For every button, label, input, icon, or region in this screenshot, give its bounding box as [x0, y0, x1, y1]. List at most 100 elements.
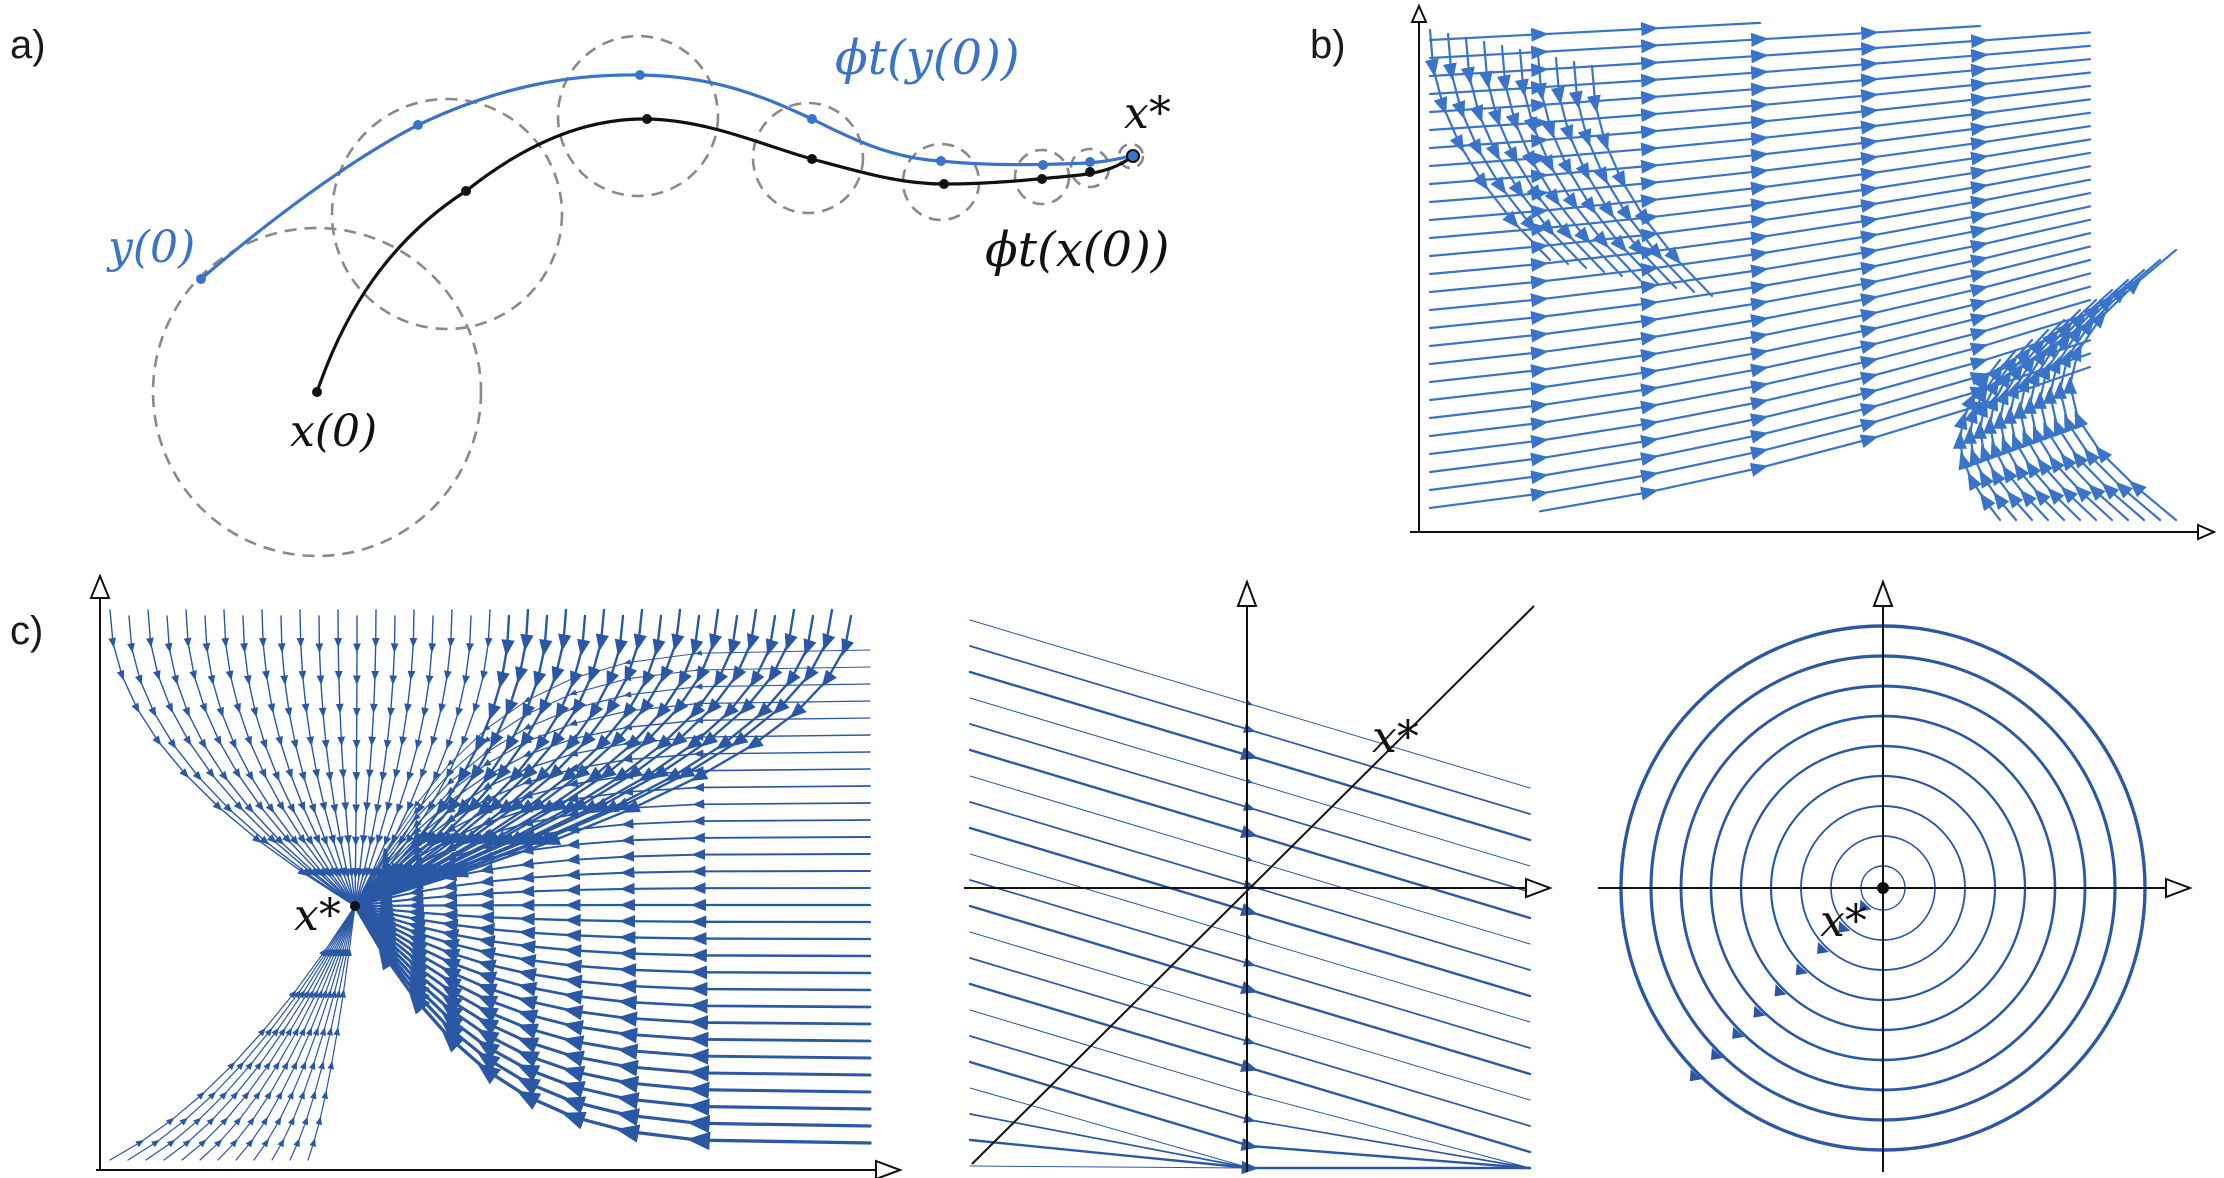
label-xstar-c-left: x*	[294, 890, 341, 941]
streamline	[109, 905, 356, 1161]
panel-c: c) x* x* x*	[10, 573, 2193, 1178]
trajectory-point	[939, 179, 949, 189]
panel-c-right-x-arrow	[2165, 877, 2193, 899]
trajectory-point	[635, 70, 645, 80]
streamline	[968, 748, 1532, 920]
streamline	[969, 801, 1531, 971]
fixed-point-line	[971, 605, 1535, 1165]
neighborhood-circle	[1117, 142, 1145, 170]
panel-b: b)	[1310, 3, 2217, 541]
orbit-arrow	[1774, 984, 1787, 997]
streamline	[968, 904, 1532, 1076]
panel-c-left-y-arrow	[89, 573, 111, 599]
orbit-arrow	[1859, 899, 1872, 912]
streamline	[163, 905, 356, 1161]
streamline	[353, 903, 872, 929]
trajectory-point	[807, 154, 817, 164]
panel-c-middle: x*	[964, 579, 1553, 1175]
panel-c-right: x*	[1598, 579, 2193, 1172]
panel-a: a)	[10, 23, 1171, 558]
trajectory-point	[807, 114, 817, 124]
streamline	[353, 608, 836, 908]
streamline	[969, 931, 1531, 1101]
streamline	[969, 1035, 1531, 1169]
panel-c-left-x-arrow	[875, 1159, 903, 1178]
orbit-arrow	[1689, 1069, 1702, 1082]
streamline	[968, 1060, 1532, 1170]
streamline	[969, 1113, 1531, 1173]
streamline	[969, 853, 1531, 1023]
fixed-point	[350, 901, 360, 911]
streamline	[968, 670, 1532, 842]
trajectory-x	[315, 117, 1134, 393]
label-x0: x(0)	[290, 406, 377, 457]
panel-b-streamlines	[1424, 21, 2178, 522]
orbit-arrow	[1710, 1048, 1723, 1061]
panel-c-left: x*	[89, 573, 903, 1178]
orbit-arrow	[1817, 941, 1830, 954]
streamline	[2062, 248, 2178, 522]
neighborhood-circle	[751, 101, 865, 215]
streamline	[353, 882, 872, 908]
neighborhood-circle	[330, 97, 564, 331]
streamline	[1428, 24, 1982, 60]
streamline	[1428, 21, 1762, 42]
trajectory-point	[936, 156, 946, 166]
streamline	[1586, 64, 1714, 298]
panel-b-y-arrow	[1410, 3, 1428, 23]
orbit-arrow	[1838, 920, 1851, 933]
trajectory-x-points	[312, 114, 1140, 397]
label-phi-y: ϕt(y(0))	[835, 30, 1020, 86]
fixed-point	[1126, 149, 1140, 163]
streamline	[969, 1165, 1531, 1171]
streamline	[164, 615, 356, 907]
panel-c-middle-y-arrow	[1236, 579, 1258, 607]
orbit-arrow	[1732, 1026, 1745, 1039]
streamline	[969, 723, 1531, 893]
fixed-point	[1877, 882, 1889, 894]
streamline	[969, 619, 1531, 789]
streamline	[969, 775, 1531, 945]
streamline	[353, 898, 872, 912]
panel-b-label: b)	[1310, 23, 1346, 67]
streamline	[1428, 258, 2092, 384]
trajectory-point	[413, 120, 423, 130]
streamline	[353, 904, 872, 1151]
streamline	[1992, 318, 2066, 522]
streamline	[289, 905, 356, 1161]
neighborhood-circle	[556, 34, 720, 198]
streamline	[969, 879, 1531, 1049]
panel-c-left-streamlines	[108, 608, 872, 1161]
panel-a-label: a)	[10, 23, 46, 67]
panel-c-label: c)	[10, 609, 43, 653]
streamline	[127, 615, 356, 907]
orbit-arrow	[1753, 1005, 1766, 1018]
trajectory-point	[1038, 160, 1048, 170]
label-xstar-c-right: x*	[1820, 896, 1867, 947]
streamline	[351, 615, 361, 907]
streamline	[1428, 58, 2092, 114]
trajectory-point	[196, 274, 206, 284]
streamline	[969, 645, 1531, 815]
streamline	[221, 609, 356, 907]
streamline	[127, 905, 356, 1161]
streamline	[969, 957, 1531, 1127]
label-xstar-c-middle: x*	[1372, 712, 1419, 763]
streamline	[354, 609, 418, 907]
trajectory-point	[1037, 174, 1047, 184]
trajectory-point	[312, 387, 322, 397]
panel-c-right-y-arrow	[1872, 579, 1894, 607]
streamline	[1952, 358, 2002, 522]
orbit-arrow	[1795, 963, 1808, 976]
trajectory-y-points	[196, 70, 1095, 284]
trajectory-point	[1085, 167, 1095, 177]
neighborhood-circle	[151, 226, 483, 558]
streamline	[253, 905, 356, 1161]
streamline	[1428, 151, 2092, 240]
trajectory-point	[461, 186, 471, 196]
label-phi-x: ϕt(x(0))	[985, 222, 1170, 278]
panel-c-middle-x-arrow	[1525, 877, 1553, 899]
panel-b-x-arrow	[2197, 523, 2217, 541]
streamline	[968, 982, 1532, 1154]
